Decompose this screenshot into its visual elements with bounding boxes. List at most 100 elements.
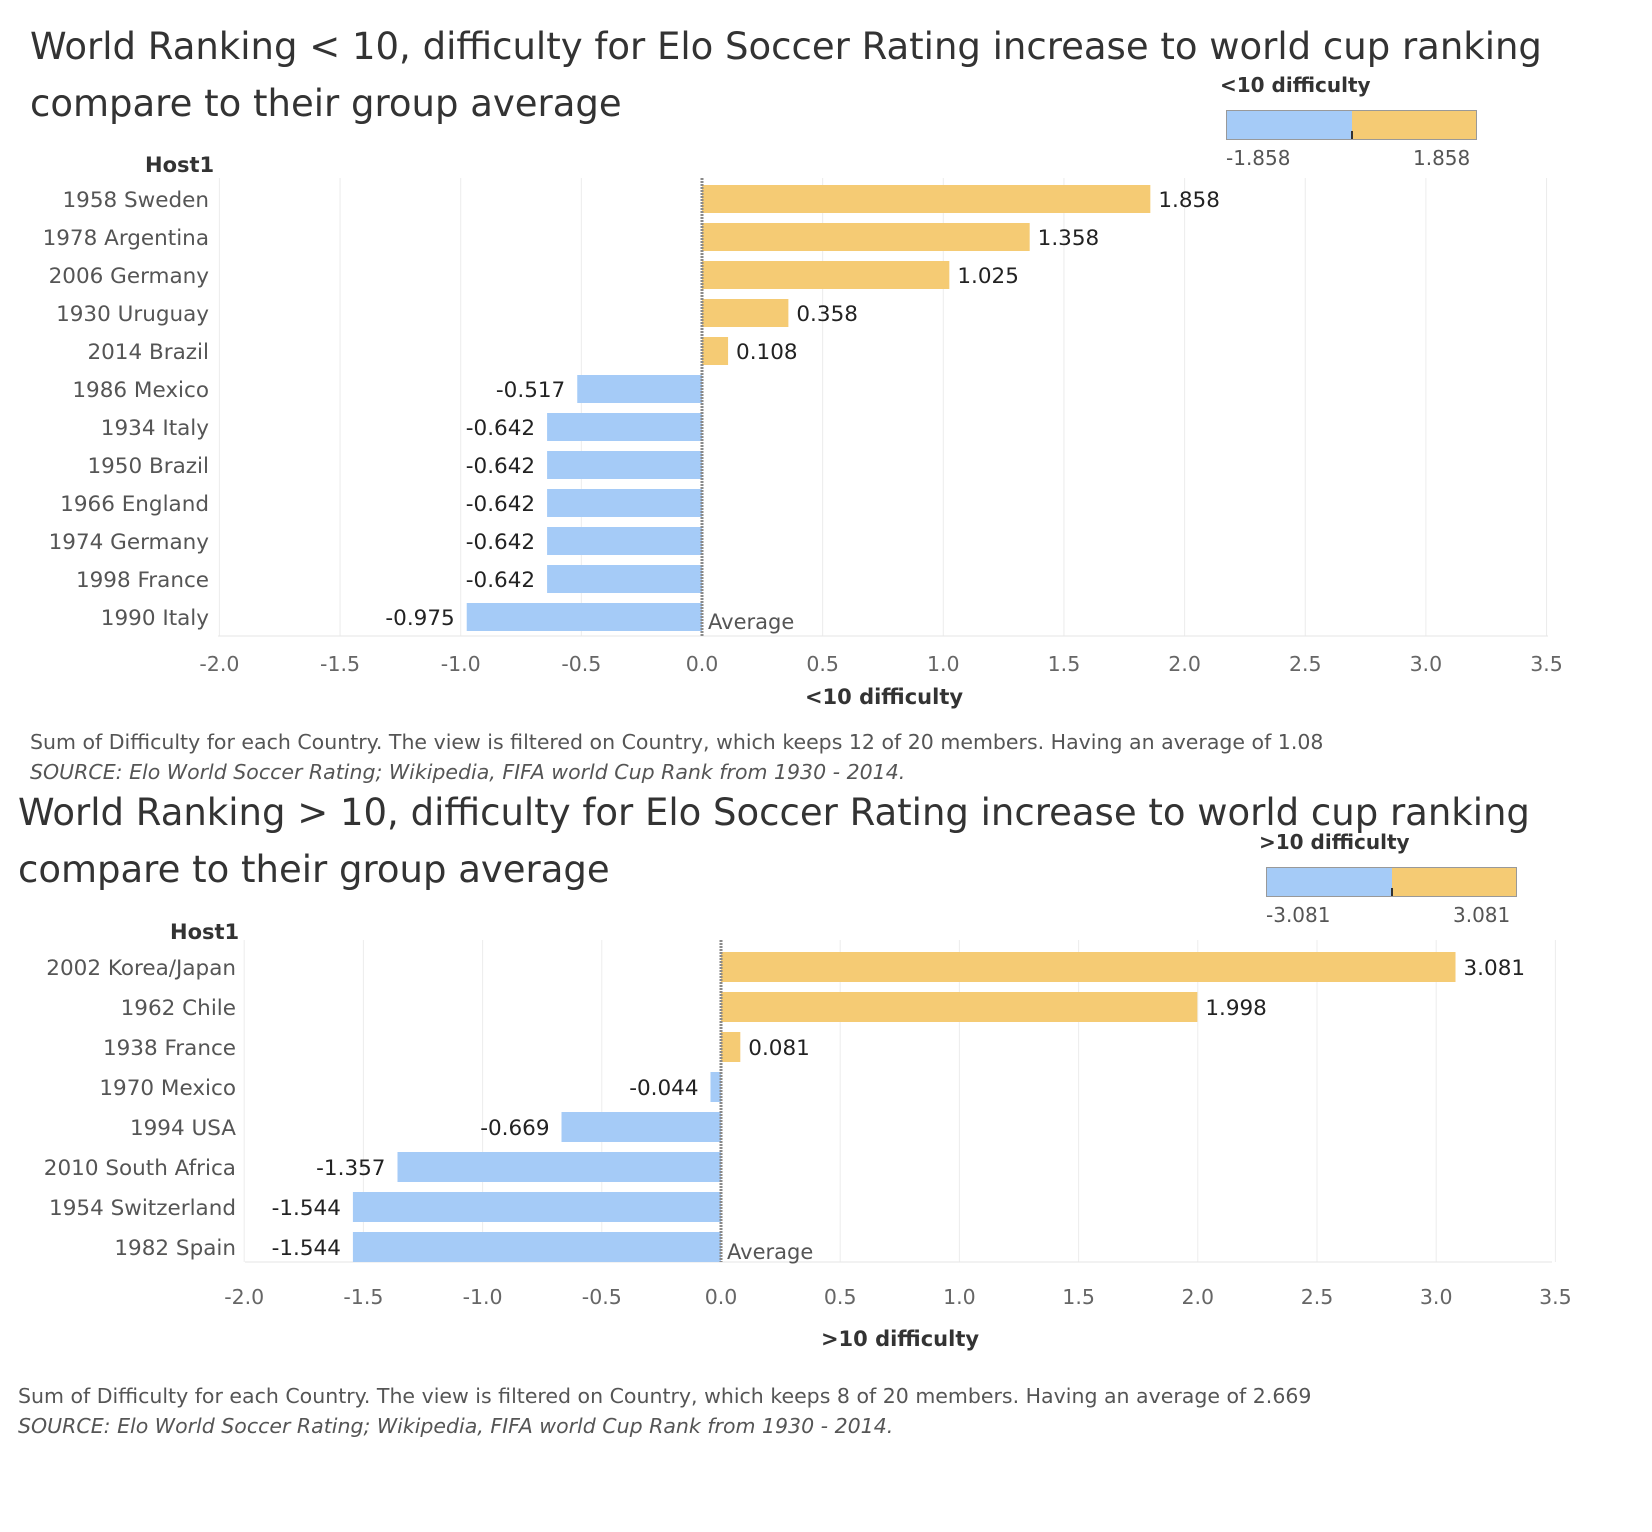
x-tick-label: 3.5 xyxy=(1539,1285,1572,1309)
value-label: -1.544 xyxy=(272,1236,341,1261)
value-label: -1.357 xyxy=(316,1156,385,1181)
value-label: -0.044 xyxy=(629,1076,698,1101)
chart-footnote: Sum of Difficulty for each Country. The … xyxy=(18,1384,1312,1408)
x-tick-label: -1.5 xyxy=(320,652,360,676)
legend-max-label: 3.081 xyxy=(1453,903,1511,927)
row-label: 1970 Mexico xyxy=(99,1076,236,1101)
bar xyxy=(702,185,1151,213)
x-tick-label: 2.5 xyxy=(1289,652,1322,676)
x-tick-label: -0.5 xyxy=(582,1285,622,1309)
x-tick-label: 2.0 xyxy=(1181,1285,1214,1309)
value-label: -0.975 xyxy=(385,606,454,631)
x-tick-label: 2.0 xyxy=(1168,652,1201,676)
chart-panel-top: World Ranking < 10, difficulty for Elo S… xyxy=(30,25,1563,784)
bar xyxy=(710,1072,721,1102)
value-label: -0.642 xyxy=(466,454,535,479)
value-label: -0.517 xyxy=(496,378,565,403)
legend-negative-swatch xyxy=(1227,111,1352,139)
x-tick-label: 0.0 xyxy=(705,1285,738,1309)
x-tick-label: 2.5 xyxy=(1301,1285,1334,1309)
row-label: 1986 Mexico xyxy=(72,378,209,403)
x-tick-label: -1.5 xyxy=(343,1285,383,1309)
row-label: 1974 Germany xyxy=(49,530,210,555)
chart-title: World Ranking > 10, difficulty for Elo S… xyxy=(18,791,1530,891)
row-label: 1950 Brazil xyxy=(87,454,209,479)
row-label: 2010 South Africa xyxy=(44,1156,236,1181)
x-tick-label: 1.0 xyxy=(927,652,960,676)
chart-source: SOURCE: Elo World Soccer Rating; Wikiped… xyxy=(18,1414,894,1438)
x-tick-label: -1.0 xyxy=(441,652,481,676)
bar xyxy=(352,1232,721,1262)
x-tick-label: 3.5 xyxy=(1530,652,1563,676)
bar xyxy=(721,1032,741,1062)
reference-line-label: Average xyxy=(708,610,794,634)
bar xyxy=(547,527,702,555)
row-label: 1982 Spain xyxy=(114,1236,236,1261)
value-label: -0.642 xyxy=(466,416,535,441)
legend-center-tick xyxy=(1390,888,1393,896)
x-tick-label: 1.0 xyxy=(943,1285,976,1309)
reference-line-label: Average xyxy=(727,1240,813,1264)
legend-title: >10 difficulty xyxy=(1259,830,1410,854)
value-label: 3.081 xyxy=(1464,956,1526,981)
bar xyxy=(702,299,789,327)
value-label: -0.642 xyxy=(466,530,535,555)
bar xyxy=(466,603,702,631)
row-label: 1938 France xyxy=(103,1036,236,1061)
row-label: 1962 Chile xyxy=(121,996,236,1021)
bar xyxy=(547,489,702,517)
bar xyxy=(721,952,1456,982)
row-label: 1990 Italy xyxy=(101,606,209,631)
bar xyxy=(352,1192,721,1222)
chart-panel-bottom: World Ranking > 10, difficulty for Elo S… xyxy=(0,791,1652,1532)
legend-gradient-bar xyxy=(1226,110,1477,140)
row-label: 1966 England xyxy=(60,492,209,517)
row-label: 1934 Italy xyxy=(101,416,209,441)
legend-gradient-bar xyxy=(1266,867,1517,897)
bar xyxy=(547,565,702,593)
bar-chart-svg: Host1 2002 Korea/Japan 3.081 1962 Chile 1.99… xyxy=(44,920,1572,1351)
legend-center-tick xyxy=(1350,131,1353,139)
value-label: 1.998 xyxy=(1205,996,1267,1021)
x-tick-label: 0.0 xyxy=(686,652,719,676)
bar xyxy=(702,223,1030,251)
x-tick-label: 3.0 xyxy=(1410,652,1443,676)
value-label: -1.544 xyxy=(272,1196,341,1221)
bar-chart-svg: Host1 1958 Sweden 1.858 1978 Argentina 1.358… xyxy=(43,153,1563,709)
value-label: 1.358 xyxy=(1038,226,1100,251)
legend-positive-swatch xyxy=(1391,868,1516,896)
legend-title: <10 difficulty xyxy=(1220,73,1371,97)
bar xyxy=(561,1112,721,1142)
value-label: 0.081 xyxy=(748,1036,810,1061)
value-label: 0.358 xyxy=(796,302,858,327)
bar xyxy=(702,261,950,289)
row-header: Host1 xyxy=(145,153,214,177)
x-tick-label: 1.5 xyxy=(1048,652,1081,676)
row-header: Host1 xyxy=(170,920,239,944)
chart-source: SOURCE: Elo World Soccer Rating; Wikiped… xyxy=(30,760,906,784)
row-label: 1998 France xyxy=(76,568,209,593)
legend-positive-swatch xyxy=(1351,111,1476,139)
row-label: 2002 Korea/Japan xyxy=(46,956,236,981)
value-label: -0.642 xyxy=(466,568,535,593)
value-label: -0.669 xyxy=(480,1116,549,1141)
x-tick-label: 0.5 xyxy=(824,1285,857,1309)
row-label: 2014 Brazil xyxy=(87,340,209,365)
value-label: 0.108 xyxy=(736,340,798,365)
row-label: 1954 Switzerland xyxy=(49,1196,236,1221)
value-label: 1.858 xyxy=(1158,188,1220,213)
value-label: -0.642 xyxy=(466,492,535,517)
bar xyxy=(577,375,702,403)
row-label: 1978 Argentina xyxy=(43,226,209,251)
value-label: 1.025 xyxy=(957,264,1019,289)
chart-footnote: Sum of Difficulty for each Country. The … xyxy=(30,730,1324,754)
row-label: 2006 Germany xyxy=(49,264,210,289)
legend-negative-swatch xyxy=(1267,868,1392,896)
bar xyxy=(721,992,1198,1022)
bar xyxy=(702,337,729,365)
bar xyxy=(397,1152,721,1182)
legend-max-label: 1.858 xyxy=(1413,146,1471,170)
row-label: 1994 USA xyxy=(130,1116,236,1141)
x-tick-label: 1.5 xyxy=(1062,1285,1095,1309)
chart-title: World Ranking < 10, difficulty for Elo S… xyxy=(30,25,1542,125)
